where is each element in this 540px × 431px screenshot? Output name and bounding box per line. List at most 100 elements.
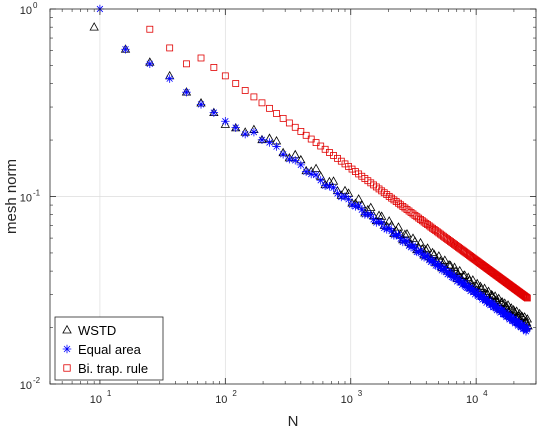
data-point	[307, 135, 315, 143]
data-point	[301, 167, 311, 176]
legend-marker-triangle	[62, 324, 72, 334]
data-point	[505, 315, 514, 324]
data-point	[460, 270, 470, 279]
data-point	[266, 104, 273, 112]
data-point	[463, 272, 473, 281]
data-point	[420, 218, 428, 226]
data-point	[307, 169, 316, 179]
data-point	[443, 270, 452, 279]
data-point	[183, 60, 190, 68]
data-point	[374, 217, 384, 226]
data-point	[500, 307, 509, 317]
data-point	[220, 119, 230, 128]
x-tick-label: 10	[90, 394, 102, 406]
data-point	[291, 123, 299, 131]
data-point	[372, 218, 381, 227]
y-tick-label-exponent: -1	[33, 189, 41, 198]
data-point	[380, 223, 389, 233]
data-point	[477, 291, 486, 301]
data-point	[429, 257, 439, 266]
series-bi-trap-rule	[146, 25, 531, 302]
data-point	[210, 64, 218, 71]
data-point	[440, 255, 450, 264]
data-point	[345, 163, 352, 170]
legend-label-bi-trap-rule: Bi. trap. rule	[78, 361, 148, 376]
data-point	[221, 72, 229, 80]
data-point	[366, 202, 376, 211]
data-point	[455, 265, 465, 275]
data-point	[354, 201, 363, 211]
legend-box	[54, 316, 164, 381]
data-point	[521, 293, 529, 300]
data-point	[121, 45, 130, 54]
x-tick-label-exponent: 2	[232, 389, 237, 398]
data-point	[221, 117, 230, 126]
data-point	[369, 215, 378, 224]
data-point	[333, 189, 342, 198]
data-point	[231, 123, 240, 132]
data-point	[480, 292, 489, 302]
data-point	[387, 226, 396, 236]
data-point	[497, 297, 507, 306]
data-point	[488, 299, 497, 308]
data-point	[522, 293, 530, 301]
data-point	[473, 287, 482, 297]
data-point	[434, 259, 444, 269]
data-point	[510, 315, 519, 325]
data-point	[418, 217, 426, 225]
y-tick-label: 10	[20, 193, 32, 205]
data-point	[145, 59, 155, 69]
x-tick-label-exponent: 3	[358, 389, 363, 398]
plot-data	[89, 4, 533, 336]
data-point	[241, 87, 249, 94]
data-point	[257, 135, 267, 144]
data-point	[497, 306, 507, 315]
data-point	[258, 99, 266, 107]
data-point	[479, 294, 488, 304]
data-point	[89, 22, 99, 31]
x-tick-label-exponent: 4	[483, 389, 488, 398]
legend-label-wstd: WSTD	[78, 323, 116, 338]
data-point	[460, 278, 469, 288]
data-point	[250, 93, 258, 101]
y-tick-label-exponent: -2	[33, 376, 41, 385]
data-point	[232, 80, 240, 87]
data-point	[468, 284, 478, 293]
y-axis-label: mesh norm	[3, 159, 20, 234]
data-point	[410, 243, 420, 252]
data-point	[312, 139, 320, 147]
data-point	[398, 237, 408, 247]
legend: WSTD Equal area Bi. trap. rule	[54, 316, 164, 381]
data-point	[347, 200, 357, 210]
legend-label-equal-area: Equal area	[78, 342, 142, 357]
data-point	[482, 298, 491, 307]
x-tick-label: 10	[466, 394, 478, 406]
data-point	[382, 225, 391, 234]
y-tick-label: 10	[20, 380, 32, 392]
series-equal-area	[95, 4, 532, 336]
data-point	[462, 249, 470, 257]
data-point	[165, 74, 174, 83]
data-point	[357, 205, 366, 214]
data-point	[394, 230, 403, 239]
data-point	[486, 289, 497, 299]
data-point	[423, 251, 432, 261]
data-point	[392, 231, 401, 240]
data-point	[197, 54, 205, 62]
data-point	[523, 324, 532, 333]
data-point	[523, 294, 531, 301]
data-point	[378, 187, 386, 195]
data-point	[440, 264, 450, 273]
data-point	[240, 129, 250, 139]
x-tick-label: 10	[215, 394, 227, 406]
data-point	[520, 322, 529, 331]
data-point	[166, 44, 174, 52]
data-point	[291, 156, 300, 165]
x-axis-label: N	[288, 413, 299, 430]
data-point	[513, 321, 523, 330]
data-point	[402, 237, 412, 246]
data-point	[329, 183, 338, 192]
y-tick-label-exponent: 0	[33, 1, 38, 10]
data-point	[311, 170, 321, 180]
